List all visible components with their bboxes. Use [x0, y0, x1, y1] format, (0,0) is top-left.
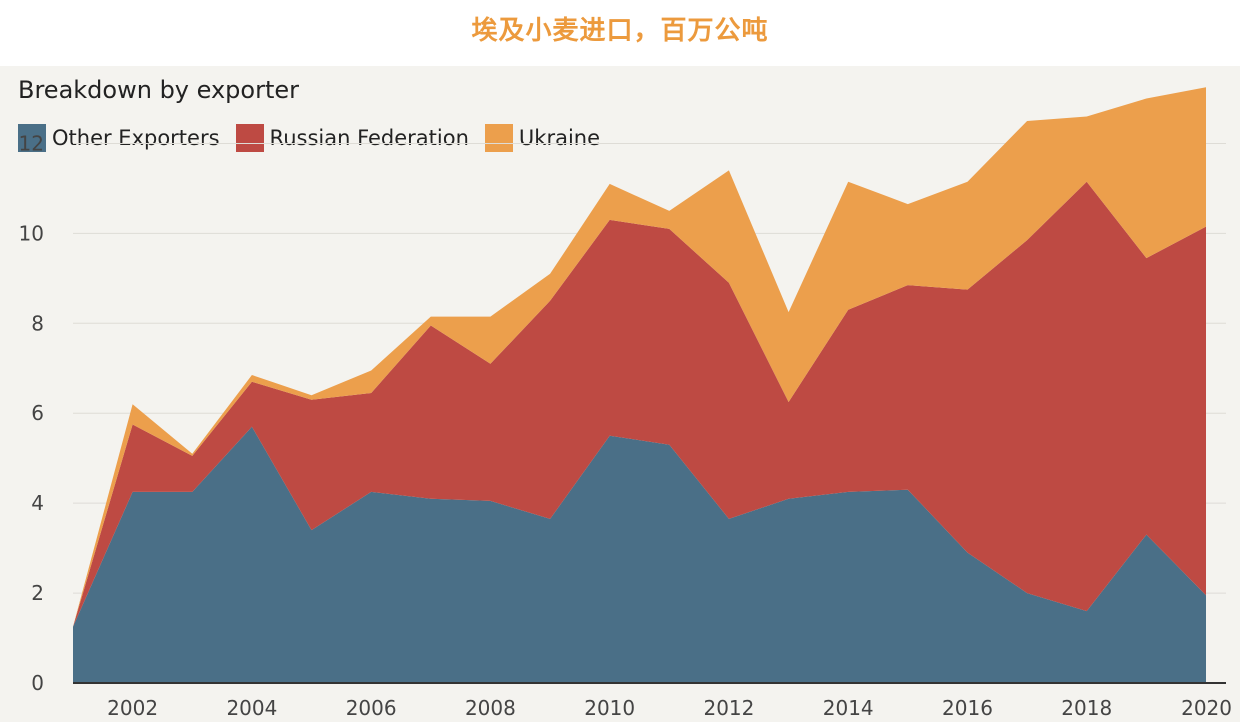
legend-label-other-exporters: Other Exporters [52, 126, 220, 150]
y-tick-label-8: 8 [31, 311, 44, 335]
x-tick-label-2004: 2004 [226, 696, 277, 720]
chart-legend: Other Exporters Russian Federation Ukrai… [18, 124, 616, 152]
area-other-exporters [73, 426, 1206, 683]
legend-swatch-russian-federation [235, 124, 264, 152]
x-tick-label-2016: 2016 [942, 696, 993, 720]
x-tick-label-2018: 2018 [1061, 696, 1112, 720]
page-title: 埃及小麦进口，百万公吨 [471, 16, 769, 46]
x-tick-label-2010: 2010 [584, 696, 635, 720]
area-russian-federation [73, 181, 1206, 627]
y-tick-label-4: 4 [31, 491, 44, 515]
legend-item-russian-federation: Russian Federation [235, 124, 469, 152]
y-tick-label-0: 0 [31, 671, 44, 695]
x-tick-label-2002: 2002 [107, 696, 158, 720]
y-tick-label-12: 12 [19, 131, 44, 155]
chart-panel: Breakdown by exporter Other Exporters Ru… [0, 66, 1240, 722]
legend-swatch-other-exporters [18, 124, 46, 152]
area-ukraine [73, 87, 1206, 627]
y-tick-label-2: 2 [31, 581, 44, 605]
header: 埃及小麦进口，百万公吨 [0, 0, 1240, 66]
y-tick-label-6: 6 [31, 401, 44, 425]
chart-plot: 0 2 4 6 8 10 12 2002 2004 2006 2008 2010 2012 2014 201… [19, 87, 1232, 720]
x-tick-label-2014: 2014 [823, 696, 874, 720]
x-tick-label-2020: 2020 [1181, 696, 1232, 720]
x-tick-label-2006: 2006 [346, 696, 397, 720]
legend-swatch-ukraine [484, 124, 513, 152]
legend-item-other-exporters: Other Exporters [18, 124, 220, 152]
chart-subtitle: Breakdown by exporter [18, 76, 300, 104]
y-tick-label-10: 10 [19, 221, 44, 245]
legend-label-ukraine: Ukraine [518, 126, 601, 150]
x-tick-label-2012: 2012 [703, 696, 754, 720]
x-tick-label-2008: 2008 [465, 696, 516, 720]
legend-item-ukraine: Ukraine [484, 124, 601, 152]
legend-label-russian-federation: Russian Federation [269, 126, 469, 150]
